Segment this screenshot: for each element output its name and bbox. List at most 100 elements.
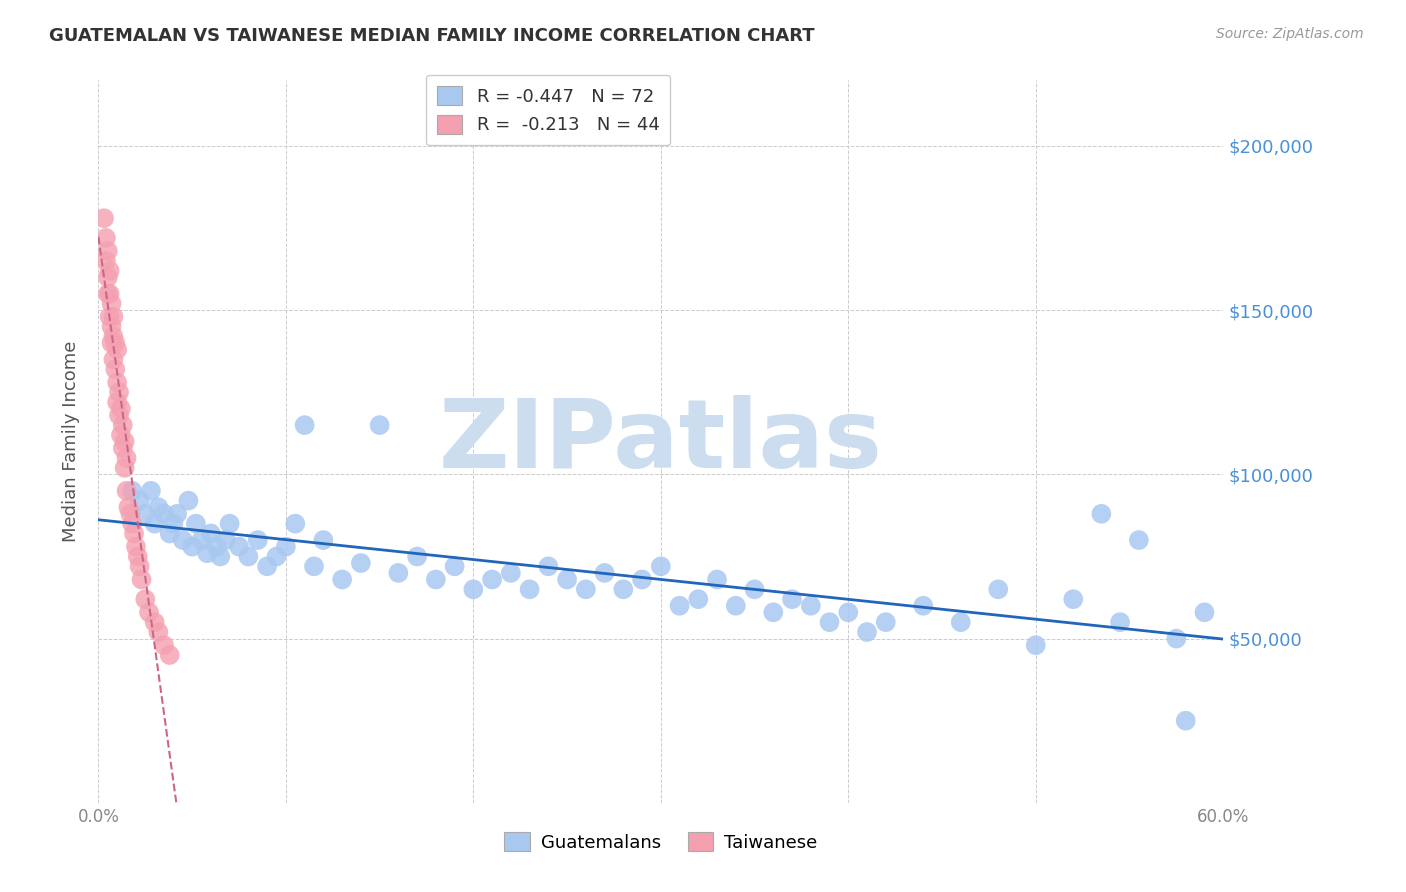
Point (387, 566, 409, 580)
Point (205, 540, 228, 554)
Point (987, 582, 1010, 597)
Point (120, 507, 142, 521)
Point (780, 592, 803, 607)
Point (284, 516, 307, 531)
Point (125, 540, 148, 554)
Point (190, 533, 212, 547)
Point (706, 573, 728, 587)
Point (184, 516, 207, 531)
Point (94, 231, 117, 245)
Point (266, 549, 288, 564)
Point (762, 605, 785, 619)
Point (98, 286, 121, 301)
Y-axis label: Median Family Income: Median Family Income (62, 341, 80, 542)
Point (350, 556, 373, 570)
Point (134, 507, 156, 521)
Point (228, 540, 250, 554)
Point (127, 549, 149, 564)
Point (105, 395, 128, 409)
Point (159, 648, 181, 662)
Point (103, 352, 125, 367)
Point (294, 418, 316, 433)
Point (238, 549, 260, 564)
Point (105, 376, 128, 390)
Point (115, 483, 138, 498)
Point (443, 559, 465, 574)
Point (114, 460, 136, 475)
Point (138, 605, 160, 619)
Point (172, 533, 194, 547)
Point (143, 516, 166, 531)
Point (302, 559, 325, 574)
Point (330, 573, 353, 587)
Point (246, 533, 269, 547)
Text: Source: ZipAtlas.com: Source: ZipAtlas.com (1216, 27, 1364, 41)
Point (105, 343, 128, 357)
Point (100, 336, 122, 351)
Point (856, 625, 879, 640)
Point (218, 516, 240, 531)
Point (98, 310, 121, 324)
Point (128, 493, 150, 508)
Point (555, 573, 578, 587)
Text: GUATEMALAN VS TAIWANESE MEDIAN FAMILY INCOME CORRELATION CHART: GUATEMALAN VS TAIWANESE MEDIAN FAMILY IN… (49, 27, 815, 45)
Point (612, 582, 634, 597)
Point (111, 418, 134, 433)
Point (200, 526, 222, 541)
Point (93, 211, 115, 226)
Point (177, 493, 200, 508)
Point (131, 573, 153, 587)
Point (1166, 632, 1188, 646)
Point (121, 516, 143, 531)
Point (143, 615, 166, 630)
Point (148, 500, 170, 515)
Point (115, 450, 138, 465)
Point (159, 526, 181, 541)
Point (463, 582, 485, 597)
Point (97, 286, 120, 301)
Point (103, 329, 125, 343)
Point (104, 362, 127, 376)
Point (312, 533, 335, 547)
Point (108, 409, 131, 423)
Point (128, 559, 150, 574)
Point (406, 549, 429, 564)
Point (1062, 592, 1084, 607)
Point (837, 605, 859, 619)
Point (181, 540, 204, 554)
Text: ZIPatlas: ZIPatlas (439, 395, 883, 488)
Point (1194, 605, 1216, 619)
Point (209, 549, 232, 564)
Point (100, 296, 122, 310)
Point (481, 573, 503, 587)
Point (148, 625, 170, 640)
Point (114, 434, 136, 449)
Point (98, 264, 121, 278)
Point (256, 559, 278, 574)
Point (593, 566, 616, 580)
Point (166, 507, 188, 521)
Point (100, 319, 122, 334)
Point (1025, 638, 1047, 652)
Point (537, 559, 560, 574)
Point (110, 428, 132, 442)
Point (668, 599, 690, 613)
Point (195, 546, 218, 560)
Legend: Guatemalans, Taiwanese: Guatemalans, Taiwanese (498, 824, 824, 859)
Point (117, 500, 139, 515)
Point (575, 582, 598, 597)
Point (110, 401, 132, 416)
Point (153, 638, 176, 652)
Point (744, 582, 766, 597)
Point (631, 573, 654, 587)
Point (215, 533, 238, 547)
Point (121, 483, 143, 498)
Point (499, 566, 522, 580)
Point (122, 526, 145, 541)
Point (368, 418, 391, 433)
Point (111, 441, 134, 455)
Point (108, 385, 131, 400)
Point (1128, 533, 1150, 547)
Point (949, 615, 972, 630)
Point (104, 336, 127, 351)
